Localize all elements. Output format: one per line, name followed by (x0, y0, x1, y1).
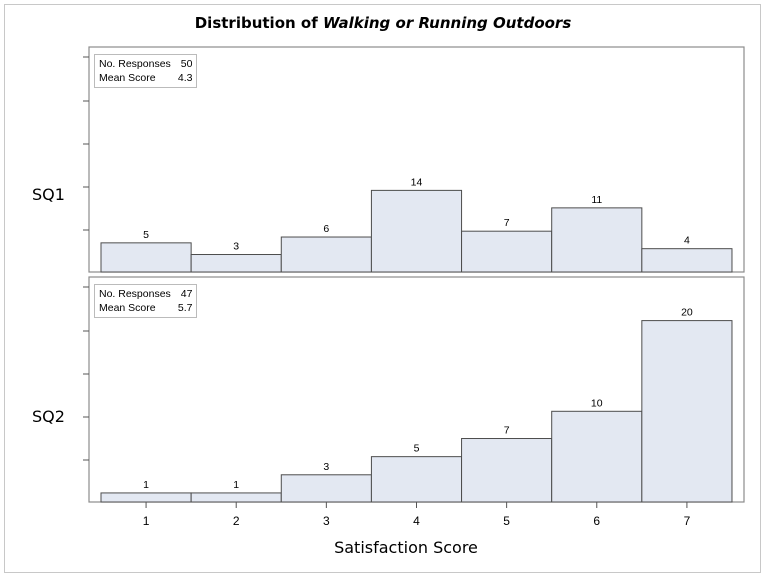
bar-panel-1-3 (280, 474, 372, 503)
bar-value-label-panel-1-5: 7 (504, 425, 510, 437)
stats-box-sq1: No. Responses 50 Mean Score 4.3 (94, 54, 198, 88)
stats-mean-label: Mean Score (99, 302, 156, 314)
bar-panel-0-4 (370, 189, 463, 273)
stats-mean-value: 5.7 (177, 302, 193, 314)
bar-panel-1-4 (370, 456, 463, 503)
bar-value-label-panel-0-6: 11 (591, 194, 602, 206)
bar-value-label-panel-0-5: 7 (504, 217, 510, 229)
bar-value-label-panel-1-6: 10 (591, 397, 603, 409)
x-axis-label: Satisfaction Score (334, 538, 478, 557)
x-tick-label-6: 6 (593, 514, 600, 528)
x-tick-label-4: 4 (413, 514, 420, 528)
bar-value-label-panel-1-7: 20 (681, 307, 693, 319)
bar-panel-0-5 (461, 230, 553, 273)
bar-value-label-panel-1-1: 1 (143, 479, 149, 491)
x-tick-label-5: 5 (503, 514, 510, 528)
bar-panel-1-1 (100, 492, 192, 503)
stats-box-sq2: No. Responses 47 Mean Score 5.7 (94, 284, 198, 318)
chart-title: Distribution of Walking or Running Outdo… (0, 14, 766, 32)
bar-value-label-panel-0-1: 5 (143, 229, 149, 241)
stats-responses-label: No. Responses (99, 288, 171, 300)
stats-responses-value: 47 (180, 288, 193, 300)
bar-panel-1-6 (551, 410, 643, 503)
stats-responses-value: 50 (180, 58, 193, 70)
bar-panel-0-6 (551, 207, 643, 273)
bar-value-label-panel-0-7: 4 (684, 235, 690, 247)
bar-value-label-panel-0-4: 14 (411, 176, 423, 188)
bar-panel-1-5 (461, 438, 553, 503)
bar-panel-1-7 (641, 320, 733, 503)
stats-mean-value: 4.3 (177, 72, 193, 84)
bar-value-label-panel-1-3: 3 (323, 461, 329, 473)
stats-mean-label: Mean Score (99, 72, 156, 84)
bar-panel-1-2 (190, 492, 282, 503)
bar-value-label-panel-0-3: 6 (323, 223, 329, 235)
x-tick-label-1: 1 (143, 514, 150, 528)
panel-label-sq2: SQ2 (32, 407, 65, 426)
bar-panel-0-7 (641, 248, 733, 273)
bar-value-label-panel-1-4: 5 (414, 443, 420, 455)
bar-value-label-panel-0-2: 3 (233, 241, 239, 253)
chart-title-emphasis: Walking or Running Outdoors (322, 14, 572, 32)
bar-panel-0-3 (280, 236, 372, 273)
bar-panel-0-1 (100, 242, 192, 273)
panel-label-sq1: SQ1 (32, 185, 65, 204)
x-tick-label-3: 3 (323, 514, 330, 528)
x-tick-label-2: 2 (233, 514, 240, 528)
x-tick-label-7: 7 (684, 514, 691, 528)
stats-responses-label: No. Responses (99, 58, 171, 70)
chart-frame (4, 4, 761, 573)
chart-title-prefix: Distribution of (194, 14, 318, 32)
bar-panel-0-2 (190, 254, 282, 273)
bar-value-label-panel-1-2: 1 (233, 479, 239, 491)
